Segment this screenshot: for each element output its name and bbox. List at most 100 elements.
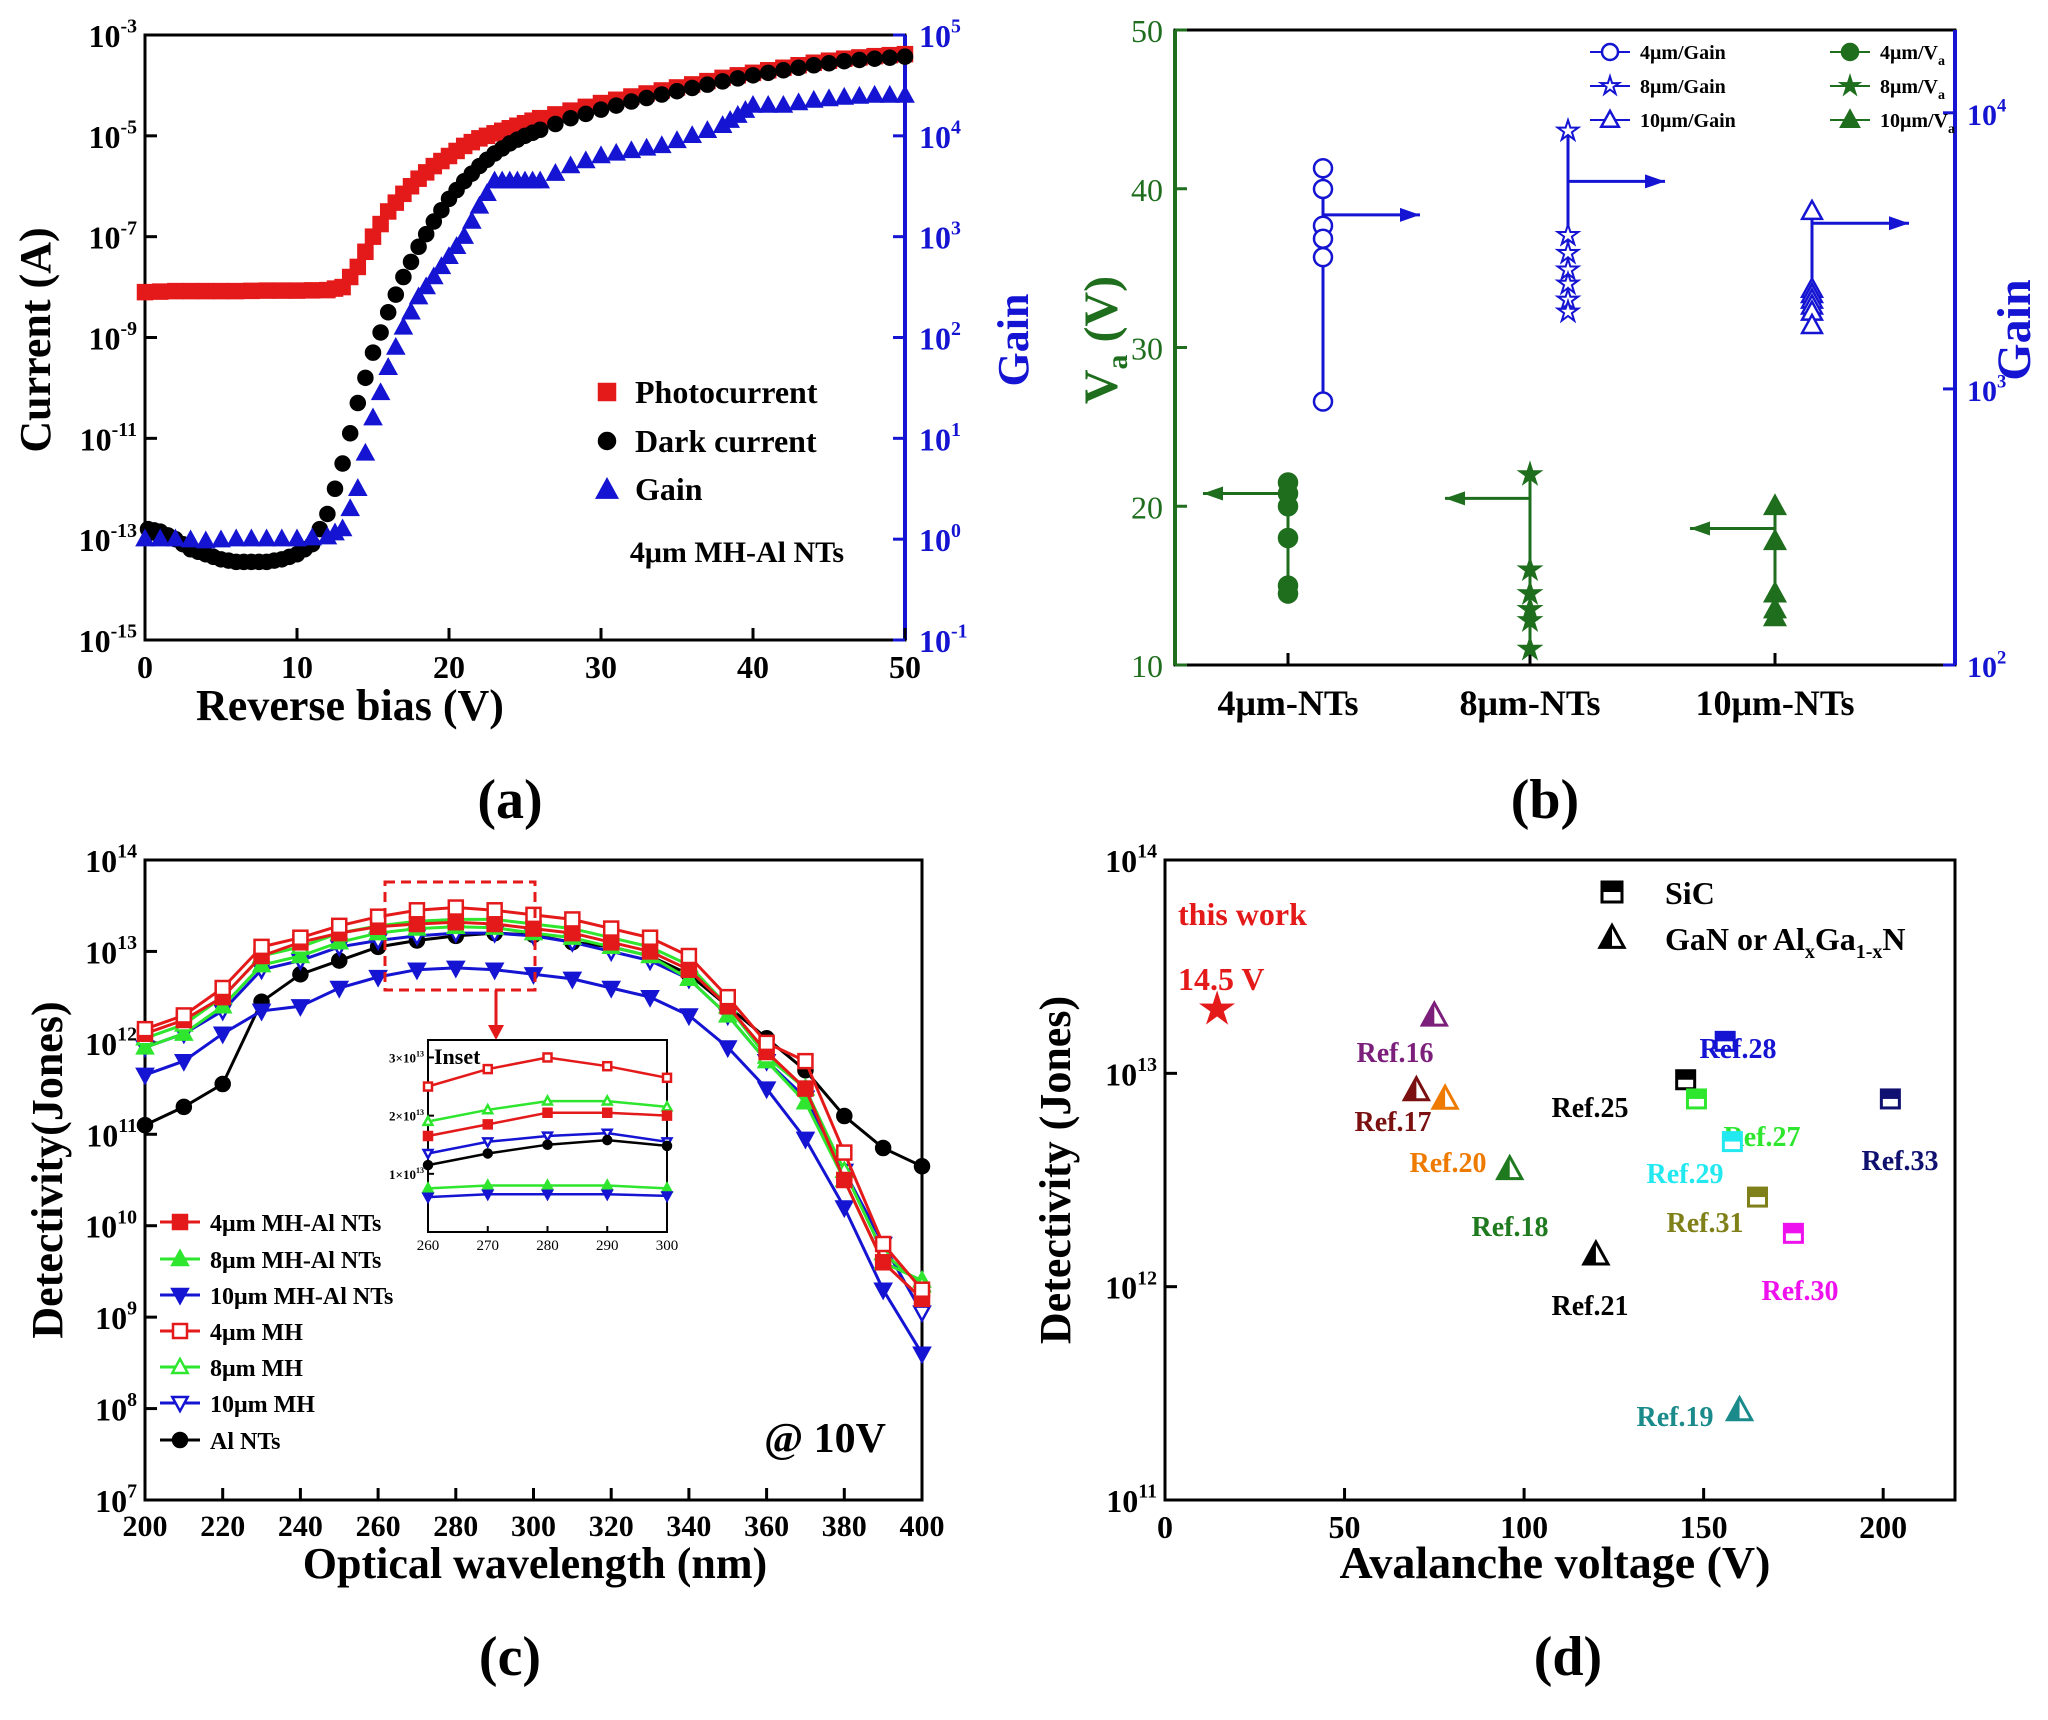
series-point-c — [445, 960, 466, 979]
annotation-a: 4μm MH-Al NTs — [630, 536, 844, 569]
point-a-photocurrent — [288, 282, 306, 299]
legend-a-marker-gain — [594, 477, 620, 499]
series-point-c — [290, 945, 311, 964]
ytick-label-c: 1010 — [85, 1206, 137, 1244]
plot-c: 200 220 240 260 280 300 320 340 360 380 400 107 108 1… — [85, 841, 944, 1543]
ref-point-ref-27 — [1685, 1088, 1707, 1110]
va-point-b — [1762, 528, 1788, 551]
point-a-gain — [530, 170, 551, 189]
point-a-gain — [363, 407, 383, 426]
gain-point-b — [1799, 312, 1825, 335]
point-a-dark-current — [562, 109, 579, 127]
point-a-dark-current — [744, 67, 762, 84]
point-a-gain — [651, 135, 672, 154]
point-a-photocurrent — [227, 282, 245, 300]
panel-label-a: (a) — [477, 769, 542, 831]
legend-b-marker — [1600, 42, 1620, 62]
gain-arrow-b-head — [1889, 216, 1909, 231]
point-a-gain — [241, 528, 262, 547]
inset-series-point — [602, 1134, 613, 1146]
inset-series-point — [482, 1119, 493, 1130]
legend-c-label: 10μm MH-Al NTs — [210, 1284, 393, 1310]
series-point-c — [135, 1036, 155, 1055]
va-arrow-b-head — [1690, 521, 1710, 536]
point-a-gain — [758, 94, 779, 113]
legend-c-label: 8μm MH — [210, 1356, 303, 1382]
series-point-c — [408, 902, 426, 919]
series-point-c — [564, 924, 581, 942]
series-point-c — [680, 961, 698, 978]
series-point-c — [873, 1282, 893, 1301]
point-a-gain — [287, 528, 307, 547]
ytick-label-c: 108 — [95, 1389, 137, 1427]
inset-series-point — [481, 1137, 495, 1150]
xtick-label-d: 50 — [1329, 1509, 1361, 1545]
xtick-label-d: 200 — [1859, 1509, 1907, 1545]
point-a-dark-current — [881, 49, 899, 66]
legend-a-gain: Gain — [635, 471, 703, 507]
inset-series-point — [422, 1130, 434, 1142]
series-point-c — [836, 1107, 853, 1125]
legend-d-marker-sic-fill — [1602, 882, 1622, 892]
point-a-gain — [819, 88, 839, 107]
panel-label-c: (c) — [479, 1626, 541, 1688]
va-point-b — [1516, 606, 1544, 632]
point-a-gain — [180, 529, 201, 548]
ylabel-b: Va (V) — [1075, 276, 1134, 404]
ref-point-ref-16 — [1419, 999, 1449, 1027]
ref-point-ref-20-fill — [1432, 1086, 1446, 1109]
point-a-photocurrent — [303, 282, 321, 299]
series-point-c — [251, 1003, 272, 1022]
point-a-gain — [636, 137, 657, 156]
xtick-label-a: 30 — [585, 649, 617, 685]
point-a-dark-current — [410, 238, 427, 255]
point-a-dark-current — [349, 394, 367, 412]
gain-point-b — [1312, 178, 1334, 200]
ref-label: Ref.20 — [1410, 1148, 1487, 1179]
inset-series-point — [481, 1102, 495, 1115]
series-point-c — [913, 1158, 931, 1175]
point-a-gain — [416, 276, 437, 295]
ref-label: Ref.28 — [1700, 1034, 1777, 1065]
legend-d-gan: GaN or AlxGa1-xN — [1665, 921, 1906, 963]
y2tick-label-a: 10-1 — [919, 621, 968, 659]
point-a-gain — [439, 246, 459, 265]
inset-xtick-label: 270 — [477, 1238, 500, 1254]
point-a-photocurrent — [197, 282, 215, 300]
point-a-gain — [879, 84, 900, 103]
series-point-c — [447, 913, 465, 931]
series-point-c — [331, 917, 348, 935]
ref-point-ref-16-fill — [1422, 1003, 1435, 1026]
ref-label: Ref.30 — [1762, 1276, 1839, 1307]
legend-c-label: 8μm MH-Al NTs — [210, 1248, 381, 1274]
point-a-photocurrent — [357, 243, 374, 261]
series-point-c — [484, 962, 505, 981]
legend-c-marker — [170, 1248, 190, 1267]
inset-series-point — [482, 1063, 493, 1075]
inset-series-point — [540, 1178, 555, 1191]
gain-point-b — [1312, 246, 1334, 268]
series-point-c — [834, 1200, 855, 1219]
series-point-c — [912, 1305, 932, 1324]
point-a-dark-current — [319, 505, 336, 523]
legend-b-marker — [1840, 42, 1860, 62]
point-a-gain — [195, 530, 216, 549]
inset-series-point — [540, 1131, 555, 1144]
point-a-gain — [370, 382, 391, 401]
point-a-gain — [545, 163, 566, 181]
point-a-gain — [256, 528, 277, 547]
inset-xtick-label: 300 — [656, 1238, 679, 1254]
point-a-dark-current — [395, 268, 412, 286]
panel-b: Va (V) Gain (b) — [1075, 276, 2041, 831]
ref-point-ref-18-fill — [1497, 1156, 1510, 1179]
point-a-photocurrent — [273, 282, 291, 299]
point-a-gain — [355, 442, 376, 461]
inset-series-point — [600, 1128, 614, 1141]
legend-d-marker-gan-fill — [1599, 925, 1612, 948]
inset-ytick-label: 2×1013 — [389, 1108, 424, 1124]
va-arrow-b — [1690, 521, 1775, 536]
inset-series-point — [661, 1072, 673, 1084]
series-point-c — [836, 1144, 853, 1161]
series-point-c — [641, 929, 659, 946]
